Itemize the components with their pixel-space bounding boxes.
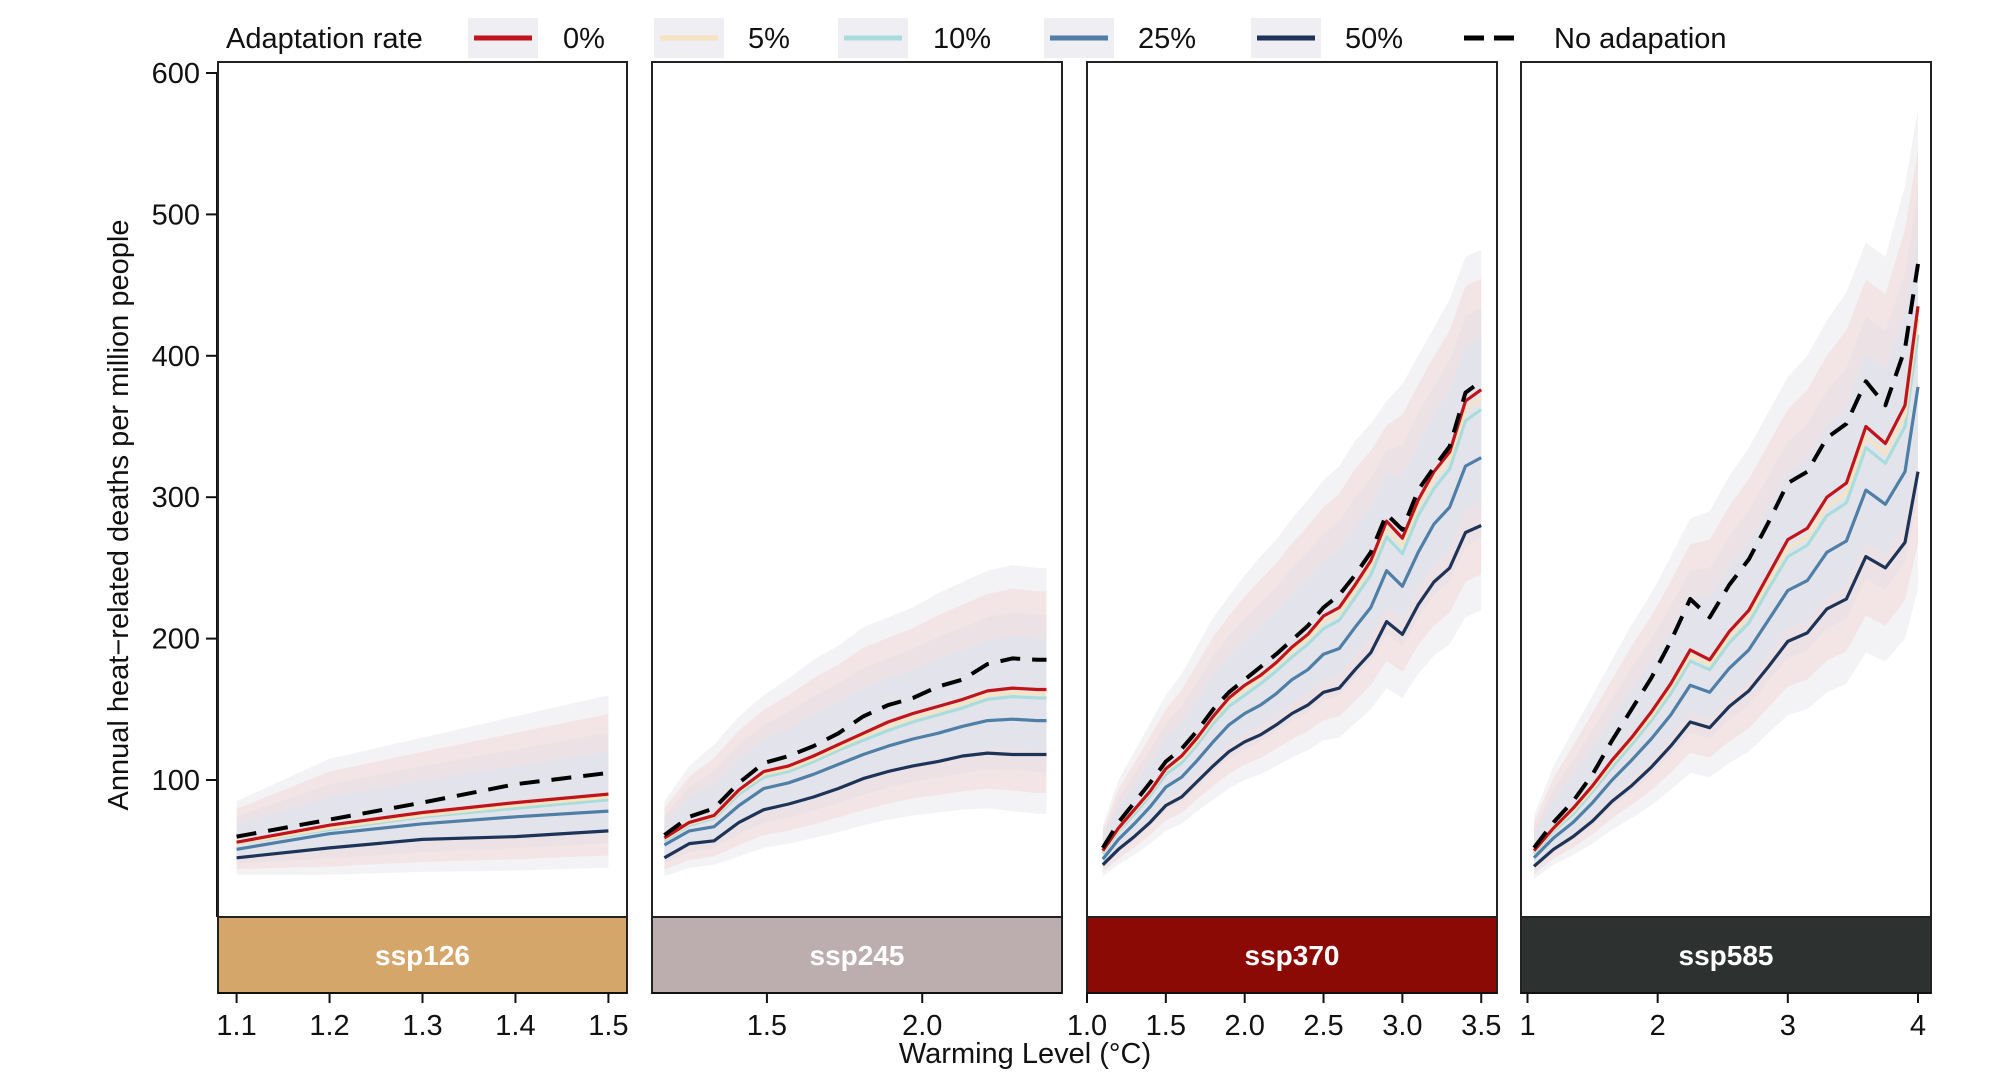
legend-title: Adaptation rate [226, 23, 423, 55]
y-tick-label: 100 [152, 765, 200, 797]
series-line-0pct [1532, 306, 1920, 852]
panel-ssp370: ssp370 1.0 1.5 2.0 2.5 3.0 3.5 [1067, 61, 1501, 1042]
x-tick-label: 2 [1650, 1010, 1666, 1042]
legend-label: 25% [1138, 23, 1196, 55]
y-tick-label: 400 [152, 341, 200, 373]
series-line-5pct [1532, 318, 1920, 854]
y-tick-label: 600 [152, 58, 200, 90]
legend-entry: No adapation [1464, 23, 1727, 55]
x-tick-label: 1.4 [495, 1010, 535, 1042]
panel-strip [651, 916, 1063, 994]
x-tick-label: 1.5 [1146, 1010, 1186, 1042]
series-line-0pct [236, 792, 609, 844]
x-tick-label: 1.0 [1067, 1010, 1107, 1042]
y-tick-label: 300 [152, 482, 200, 514]
legend-entry: 10% [838, 18, 991, 58]
x-tick-label: 3.0 [1382, 1010, 1422, 1042]
uncertainty-band [1102, 336, 1482, 864]
panel-ssp585: ssp585 1 2 3 4 [1519, 61, 1932, 1042]
legend-label: 10% [933, 23, 991, 55]
x-tick-label: 1.2 [309, 1010, 349, 1042]
legend-label: 0% [563, 23, 605, 55]
panel-strip-label: ssp370 [1245, 940, 1340, 971]
x-axis-title: Warming Level (°C) [899, 1038, 1151, 1070]
legend-entry: 25% [1044, 18, 1196, 58]
series-line-no-adapation [663, 656, 1047, 837]
legend-entry: 50% [1251, 18, 1403, 58]
panel-strip-label: ssp585 [1679, 940, 1774, 971]
x-tick-label: 2.0 [902, 1010, 942, 1042]
uncertainty-band [236, 751, 609, 858]
x-tick-label: 2.5 [1303, 1010, 1343, 1042]
x-tick-label: 4 [1910, 1010, 1926, 1042]
panel-ssp245: ssp245 1.5 2.0 [651, 61, 1063, 1042]
series-line-5pct [236, 795, 609, 846]
legend-entry: 5% [654, 18, 790, 58]
y-tick-label: 200 [152, 624, 200, 656]
x-tick-label: 1.5 [588, 1010, 628, 1042]
series-line-10pct [1532, 334, 1920, 855]
x-tick-label: 1.3 [402, 1010, 442, 1042]
series-line-25pct [1101, 456, 1482, 861]
series-line-50pct [1532, 471, 1920, 868]
x-tick-label: 1.1 [216, 1010, 256, 1042]
y-tick-label: 500 [152, 199, 200, 231]
x-tick-label: 3 [1780, 1010, 1796, 1042]
uncertainty-band [1534, 230, 1918, 866]
series-line-50pct [1101, 524, 1482, 866]
panel-ssp126: ssp126 1.1 1.2 1.3 1.4 1.5 [216, 61, 629, 1042]
panel-strip-label: ssp245 [810, 940, 905, 971]
panel-strip [217, 916, 628, 994]
series-line-25pct [663, 717, 1047, 847]
panel-strip [1086, 916, 1498, 994]
legend-label: No adapation [1554, 23, 1727, 55]
x-tick-label: 1 [1519, 1010, 1535, 1042]
legend-label: 5% [748, 23, 790, 55]
series-line-50pct [663, 751, 1047, 860]
panel-strip-label: ssp126 [375, 940, 470, 971]
series-line-0pct [663, 686, 1047, 840]
series-line-10pct [1101, 408, 1483, 855]
series-line-no-adapation [1532, 263, 1920, 850]
series-line-10pct [663, 695, 1047, 843]
series-line-0pct [1101, 388, 1483, 852]
series-line-50pct [236, 829, 609, 860]
series-line-25pct [236, 809, 609, 851]
y-axis: 100 200 300 400 500 600 Annual heat−related d… [103, 58, 218, 917]
legend-label: 50% [1345, 23, 1403, 55]
series-line-no-adapation [1101, 379, 1483, 849]
uncertainty-band [664, 636, 1047, 858]
legend-entry: 0% [468, 18, 605, 58]
y-axis-title: Annual heat−related deaths per million p… [103, 220, 135, 811]
series-line-25pct [1532, 386, 1920, 859]
x-tick-label: 3.5 [1461, 1010, 1501, 1042]
legend: Adaptation rate 0% 5% 10% 25% 50% No adapatio… [226, 18, 1727, 58]
x-tick-label: 2.0 [1225, 1010, 1265, 1042]
x-tick-label: 1.5 [747, 1010, 787, 1042]
